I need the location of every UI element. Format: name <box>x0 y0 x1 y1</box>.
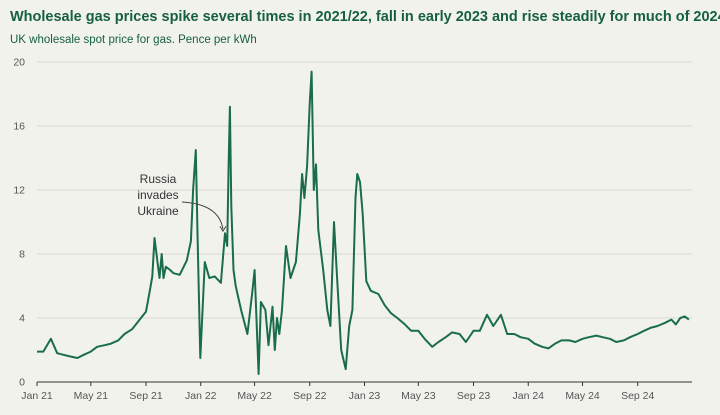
x-tick-label: Jan 24 <box>512 390 544 402</box>
annotation-label-line: invades <box>137 188 178 202</box>
y-tick-label: 12 <box>13 185 25 197</box>
x-tick-label: May 21 <box>74 390 109 402</box>
annotations: Russia invades Ukraine <box>137 172 227 233</box>
annotation-label: Russia invades Ukraine <box>137 172 179 218</box>
y-tick-label: 16 <box>13 121 25 133</box>
x-tick-label: Sep 22 <box>293 390 326 402</box>
series-line <box>37 70 690 375</box>
x-tick-label: Jan 23 <box>349 390 381 402</box>
annotation-arrowhead <box>219 225 227 233</box>
axes: 0 4 8 12 16 20 Jan 21 May 21 Sep 21 Jan 22 May 22 S… <box>13 57 692 402</box>
x-tick-label: May 23 <box>401 390 436 402</box>
y-tick-label: 8 <box>19 249 25 261</box>
x-tick-label: Sep 23 <box>457 390 490 402</box>
y-tick-label: 20 <box>13 57 25 69</box>
y-tick-label: 4 <box>19 313 25 325</box>
gridlines <box>37 61 692 319</box>
annotation-label-line: Ukraine <box>137 204 179 218</box>
x-tick-label: Jan 22 <box>185 390 217 402</box>
x-tick-label: May 22 <box>237 390 272 402</box>
x-tick-label: May 24 <box>565 390 600 402</box>
x-tick-label: Sep 24 <box>621 390 654 402</box>
annotation-arrow <box>181 201 224 230</box>
y-tick-label: 0 <box>19 377 25 389</box>
x-tick-label: Sep 21 <box>129 390 162 402</box>
chart-subtitle: UK wholesale spot price for gas. Pence p… <box>10 34 257 46</box>
annotation-label-line: Russia <box>140 172 177 186</box>
annotation: Russia invades Ukraine <box>137 172 227 233</box>
x-tick-label: Jan 21 <box>21 390 53 402</box>
chart-title: Wholesale gas prices spike several times… <box>10 9 720 25</box>
series-layer <box>37 70 690 375</box>
